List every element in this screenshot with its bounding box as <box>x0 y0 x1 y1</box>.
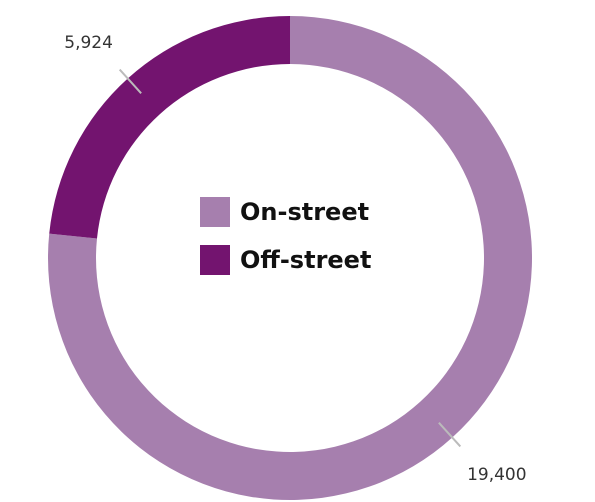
donut-segment <box>49 16 291 239</box>
leader-line <box>118 68 142 94</box>
value-label: 5,924 <box>64 33 113 53</box>
legend-label: On-street <box>240 198 369 226</box>
leader-line <box>438 422 462 448</box>
legend-swatch <box>200 197 230 227</box>
value-label: 19,400 <box>467 465 526 485</box>
legend-label: Off-street <box>240 246 371 274</box>
legend-swatch <box>200 245 230 275</box>
